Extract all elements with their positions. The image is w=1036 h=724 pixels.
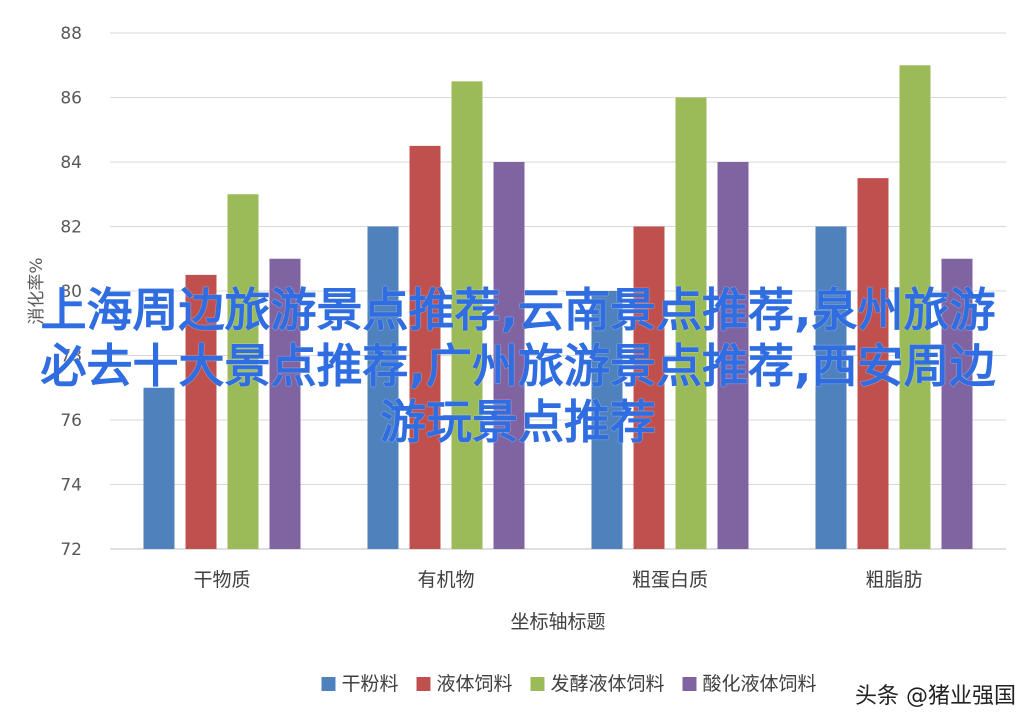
x-axis-label: 坐标轴标题 (510, 611, 605, 633)
bar (815, 226, 847, 549)
legend-label: 干粉料 (342, 673, 399, 695)
x-tick-label: 干物质 (193, 569, 250, 591)
legend-swatch (321, 677, 336, 691)
bar (143, 387, 175, 549)
y-tick-label: 72 (60, 540, 82, 560)
y-tick-label: 82 (60, 218, 82, 238)
bar (185, 274, 217, 549)
y-tick-label: 80 (60, 282, 82, 302)
x-tick-label: 粗蛋白质 (632, 569, 708, 591)
legend-label: 发酵液体饲料 (551, 673, 665, 695)
legend-label: 酸化液体饲料 (703, 673, 817, 695)
bar (269, 258, 301, 549)
y-tick-label: 78 (60, 347, 82, 367)
bar (675, 97, 707, 549)
watermark-text: 头条 @猪业强国 (851, 678, 1020, 710)
bar (367, 226, 399, 549)
bar (717, 162, 749, 549)
bar (591, 291, 623, 549)
bar (633, 226, 665, 549)
bar (409, 145, 441, 549)
bar (857, 178, 889, 549)
y-tick-label: 88 (60, 24, 82, 44)
bar (941, 258, 973, 549)
legend-label: 液体饲料 (437, 673, 513, 695)
y-tick-label: 76 (60, 411, 82, 431)
legend-swatch (416, 677, 431, 691)
x-tick-label: 有机物 (417, 569, 474, 591)
y-tick-label: 84 (60, 153, 82, 173)
bar (899, 65, 931, 549)
bar (227, 194, 259, 549)
bar (451, 81, 483, 549)
y-tick-label: 86 (60, 89, 82, 109)
legend-swatch (682, 677, 697, 691)
x-tick-label: 粗脂肪 (865, 569, 922, 591)
legend-swatch (530, 677, 545, 691)
bar (493, 162, 525, 549)
y-tick-label: 74 (60, 476, 82, 496)
y-axis-label: 消化率% (27, 257, 47, 324)
